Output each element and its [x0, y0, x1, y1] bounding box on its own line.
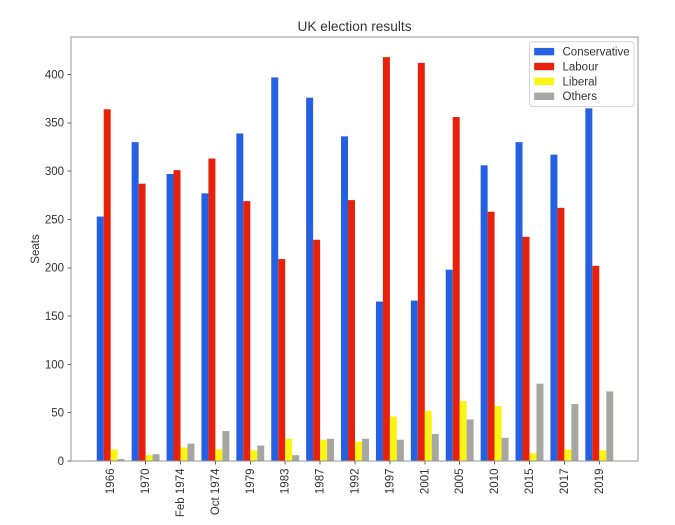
- svg-text:2017: 2017: [559, 469, 571, 495]
- svg-text:Oct 1974: Oct 1974: [210, 468, 222, 515]
- svg-text:200: 200: [45, 263, 64, 275]
- svg-text:Feb 1974: Feb 1974: [175, 468, 187, 517]
- svg-text:2001: 2001: [419, 469, 431, 495]
- svg-text:1992: 1992: [350, 469, 362, 495]
- svg-text:2005: 2005: [454, 469, 466, 495]
- svg-text:1970: 1970: [140, 469, 152, 495]
- svg-text:100: 100: [45, 359, 64, 371]
- svg-text:400: 400: [45, 69, 64, 81]
- svg-text:1966: 1966: [105, 469, 117, 495]
- svg-text:2015: 2015: [524, 469, 536, 495]
- svg-text:350: 350: [45, 118, 64, 130]
- svg-text:UK election results: UK election results: [297, 19, 411, 34]
- svg-text:1997: 1997: [384, 469, 396, 495]
- svg-text:1987: 1987: [315, 469, 327, 495]
- svg-text:250: 250: [45, 214, 64, 226]
- svg-text:Seats: Seats: [30, 234, 42, 264]
- svg-text:2019: 2019: [594, 469, 606, 495]
- svg-text:Others: Others: [563, 91, 598, 103]
- svg-text:50: 50: [51, 408, 64, 420]
- svg-text:2010: 2010: [489, 469, 501, 495]
- svg-text:1979: 1979: [245, 469, 257, 495]
- svg-text:Labour: Labour: [563, 61, 599, 73]
- svg-text:Conservative: Conservative: [563, 47, 630, 59]
- svg-text:300: 300: [45, 166, 64, 178]
- svg-text:1983: 1983: [280, 469, 292, 495]
- svg-text:Liberal: Liberal: [563, 76, 598, 88]
- svg-text:0: 0: [58, 456, 64, 468]
- svg-text:150: 150: [45, 311, 64, 323]
